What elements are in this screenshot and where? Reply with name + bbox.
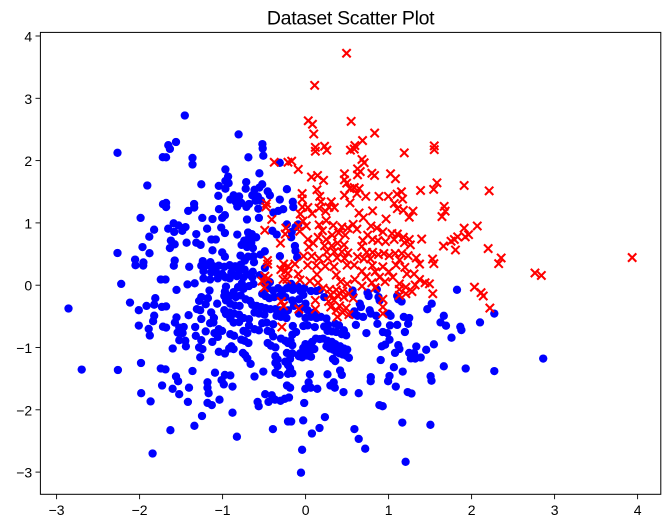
svg-text:0: 0 [24, 278, 32, 294]
svg-text:0: 0 [302, 502, 310, 518]
svg-text:−3: −3 [49, 502, 65, 518]
svg-text:−3: −3 [16, 465, 32, 481]
svg-text:−2: −2 [16, 402, 32, 418]
svg-text:−1: −1 [215, 502, 231, 518]
svg-text:3: 3 [551, 502, 559, 518]
svg-text:4: 4 [634, 502, 642, 518]
svg-text:3: 3 [24, 91, 32, 107]
svg-text:−2: −2 [132, 502, 148, 518]
svg-text:1: 1 [24, 215, 32, 231]
svg-text:−1: −1 [16, 340, 32, 356]
svg-text:2: 2 [468, 502, 476, 518]
svg-text:1: 1 [385, 502, 393, 518]
svg-text:Dataset Scatter Plot: Dataset Scatter Plot [267, 8, 435, 30]
svg-text:4: 4 [24, 29, 32, 45]
svg-text:2: 2 [24, 153, 32, 169]
